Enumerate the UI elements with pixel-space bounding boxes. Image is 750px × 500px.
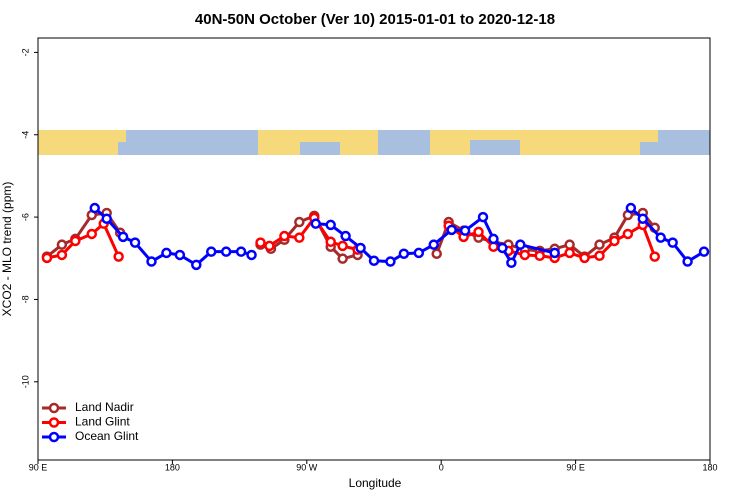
- data-point: [368, 255, 380, 266]
- legend-label: Land Glint: [75, 415, 130, 429]
- data-point: [70, 235, 81, 247]
- data-point: [294, 216, 305, 228]
- data-point: [340, 230, 351, 242]
- data-point: [325, 219, 336, 231]
- chart-title: 40N-50N October (Ver 10) 2015-01-01 to 2…: [195, 11, 555, 28]
- data-point: [146, 256, 157, 267]
- data-point: [56, 239, 68, 250]
- data-point: [279, 230, 290, 242]
- data-point: [337, 253, 348, 264]
- data-point: [519, 249, 531, 261]
- y-tick-label: -2: [20, 48, 30, 56]
- data-point: [117, 231, 129, 243]
- data-point: [579, 252, 590, 264]
- x-tick-label: 180: [702, 462, 717, 472]
- y-tick-label: -6: [20, 213, 30, 221]
- data-point: [446, 224, 457, 236]
- data-point: [655, 232, 666, 243]
- legend-marker: [48, 431, 60, 443]
- data-point: [220, 246, 232, 257]
- data-point: [698, 246, 710, 257]
- data-point: [497, 242, 508, 254]
- data-point: [506, 257, 517, 269]
- x-axis-label: Longitude: [349, 476, 402, 490]
- x-tick-label: 180: [165, 462, 180, 472]
- legend-marker: [48, 402, 60, 414]
- data-point: [89, 202, 100, 214]
- data-point: [191, 259, 202, 271]
- data-point: [564, 239, 575, 250]
- data-point: [622, 228, 634, 240]
- data-point: [515, 239, 526, 250]
- data-point: [594, 239, 605, 250]
- data-point: [609, 235, 620, 247]
- x-tick-label: 90 E: [566, 462, 585, 472]
- data-point: [431, 248, 442, 259]
- data-point: [255, 237, 266, 248]
- data-point: [264, 240, 275, 252]
- data-point: [235, 246, 247, 257]
- data-point: [355, 242, 366, 254]
- data-point: [649, 251, 660, 262]
- x-tick-label: 0: [439, 462, 444, 472]
- data-point: [174, 249, 186, 261]
- data-point: [294, 232, 305, 243]
- data-point: [413, 247, 425, 259]
- data-point: [534, 250, 546, 262]
- data-point: [101, 213, 112, 224]
- data-point: [549, 247, 560, 259]
- data-point: [385, 256, 396, 267]
- data-point: [667, 237, 678, 248]
- plot-frame: [37, 37, 711, 461]
- data-point: [473, 226, 484, 238]
- data-point: [398, 248, 410, 259]
- legend-label: Land Nadir: [75, 400, 134, 414]
- data-point: [56, 249, 68, 261]
- y-tick-label: -8: [20, 295, 30, 303]
- data-point: [337, 240, 348, 252]
- data-point: [625, 202, 637, 214]
- data-point: [564, 247, 575, 259]
- legend-marker: [48, 417, 60, 428]
- data-point: [488, 233, 499, 245]
- data-point: [594, 250, 605, 262]
- data-point: [205, 246, 217, 257]
- data-point: [161, 247, 172, 259]
- x-tick-label: 90 W: [296, 462, 318, 472]
- data-point: [41, 252, 53, 264]
- data-point: [428, 239, 439, 250]
- y-tick-label: -4: [20, 131, 30, 139]
- data-point: [113, 251, 124, 262]
- data-point: [310, 218, 322, 229]
- y-tick-label: -10: [20, 375, 30, 388]
- map-strip: [38, 130, 710, 155]
- data-point: [682, 256, 693, 267]
- data-point: [637, 213, 649, 224]
- data-point: [325, 236, 336, 248]
- data-point: [477, 211, 489, 223]
- data-point: [129, 237, 141, 248]
- legend-label: Ocean Glint: [75, 429, 139, 443]
- data-point: [246, 249, 257, 261]
- data-point: [459, 225, 471, 236]
- y-axis-label: XCO2 - MLO trend (ppm): [0, 182, 14, 317]
- x-tick-label: 90 E: [29, 462, 48, 472]
- data-point: [86, 228, 98, 240]
